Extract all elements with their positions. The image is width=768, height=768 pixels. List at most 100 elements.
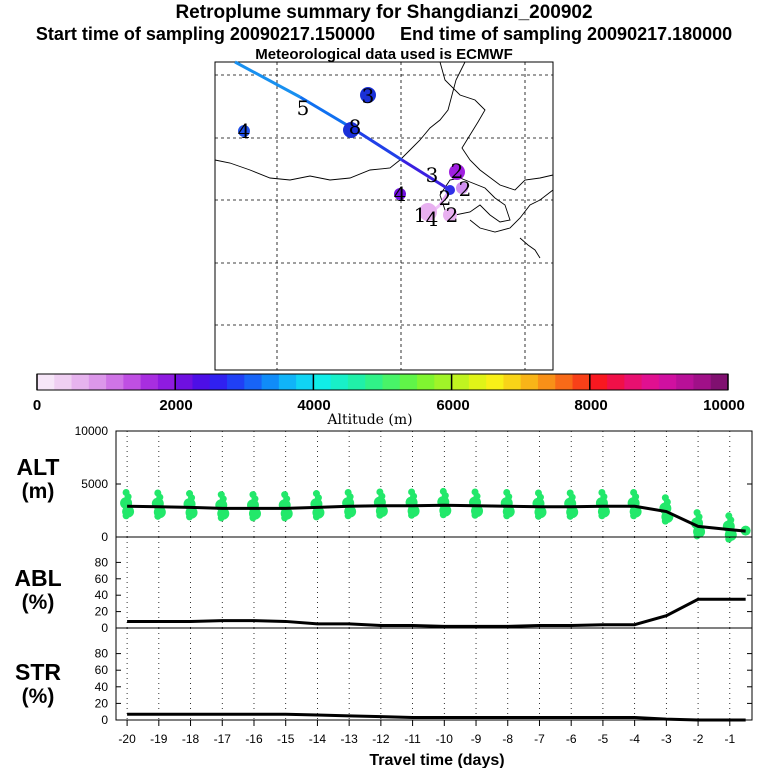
map-label: 2 xyxy=(459,177,472,201)
x-tick-label: -18 xyxy=(182,732,200,746)
x-tick-label: -3 xyxy=(661,732,672,746)
colorbar-swatch xyxy=(330,374,349,390)
colorbar-swatch xyxy=(451,374,470,390)
x-tick-label: -12 xyxy=(372,732,390,746)
colorbar-tick: 10000 xyxy=(703,397,745,414)
met-data-label: Meteorological data used is ECMWF xyxy=(255,46,513,63)
x-tick-label: -10 xyxy=(436,732,454,746)
x-tick-label: -6 xyxy=(566,732,577,746)
y-tick-label: 40 xyxy=(95,588,109,602)
x-tick-label: -8 xyxy=(502,732,513,746)
colorbar-swatch xyxy=(54,374,73,390)
colorbar-swatch xyxy=(192,374,211,390)
panel-frame xyxy=(115,536,753,629)
map-label: 4 xyxy=(394,182,407,206)
cluster-marker xyxy=(419,203,437,221)
plume-dot xyxy=(693,509,701,517)
plume-dot xyxy=(312,490,320,498)
y-tick-label: 60 xyxy=(95,572,109,586)
colorbar-swatch xyxy=(227,374,245,390)
colorbar-tick: 4000 xyxy=(297,397,330,414)
x-tick-label: -2 xyxy=(693,732,704,746)
x-tick-label: -15 xyxy=(277,732,295,746)
plume-dot xyxy=(217,491,225,499)
map-number-labels: 4 5 3 8 3 2 2 4 1 4 2 2 xyxy=(238,84,472,231)
plume-dot xyxy=(376,488,384,496)
colorbar-swatch xyxy=(175,374,193,390)
colorbar-swatch xyxy=(313,374,332,390)
y-tick-label: 20 xyxy=(95,605,109,619)
y-tick-label: 0 xyxy=(101,621,108,635)
plume-dot xyxy=(630,488,638,496)
x-tick-label: -17 xyxy=(214,732,232,746)
colorbar-swatch xyxy=(641,374,660,390)
colorbar-swatch xyxy=(157,374,176,390)
panel-ylabel: ABL xyxy=(14,565,61,591)
x-tick-label: -11 xyxy=(404,732,421,746)
colorbar-swatch xyxy=(140,374,159,390)
colorbar-swatch xyxy=(365,374,383,390)
cluster-marker xyxy=(394,188,406,200)
cluster-marker xyxy=(456,182,468,194)
colorbar-swatch xyxy=(296,374,314,390)
colorbar-swatch xyxy=(347,374,366,390)
colorbar-swatch xyxy=(106,374,124,390)
colorbar-swatch xyxy=(417,374,435,390)
map-gridlines xyxy=(215,62,553,370)
cluster-marker xyxy=(445,185,455,195)
colorbar-swatch xyxy=(572,374,591,390)
panel-ylabel-unit: (m) xyxy=(22,480,55,503)
cluster-marker xyxy=(360,87,376,103)
plume-dot xyxy=(503,488,511,496)
plume-trajectory xyxy=(234,60,452,217)
colorbar-swatch xyxy=(123,374,142,390)
plume-dot xyxy=(344,488,352,496)
colorbar-label: Altitude (m) xyxy=(326,412,412,428)
colorbar-tick: 8000 xyxy=(574,397,607,414)
y-tick-label: 0 xyxy=(101,530,108,544)
colorbar-swatch xyxy=(88,374,107,390)
x-tick-label: -14 xyxy=(309,732,327,746)
map-label: 2 xyxy=(451,159,464,183)
cluster-marker xyxy=(238,125,250,137)
panel-frame xyxy=(115,430,753,538)
cluster-marker xyxy=(449,164,465,180)
panel-ylabel: ALT xyxy=(16,454,59,480)
plume-dot xyxy=(534,489,542,497)
x-tick-label: -1 xyxy=(724,732,735,746)
colorbar-swatch xyxy=(537,374,556,390)
y-tick-label: 80 xyxy=(95,555,109,569)
colorbar-swatch xyxy=(244,374,263,390)
median-line xyxy=(127,712,746,722)
colorbar-swatch xyxy=(589,374,608,390)
x-axis-label: Travel time (days) xyxy=(369,752,504,768)
colorbar-swatch xyxy=(607,374,625,390)
colorbar-swatch xyxy=(555,374,574,390)
cluster-marker xyxy=(343,122,359,138)
x-tick-label: -19 xyxy=(150,732,168,746)
colorbar-swatch xyxy=(520,374,539,390)
y-tick-label: 80 xyxy=(95,647,109,661)
y-tick-label: 40 xyxy=(95,680,109,694)
median-line xyxy=(127,503,746,533)
plume-dot xyxy=(186,490,194,498)
x-tick-label: -5 xyxy=(598,732,609,746)
plume-dot xyxy=(281,491,289,499)
plume-cluster-markers xyxy=(238,87,468,222)
colorbar-swatch xyxy=(71,374,90,390)
colorbar-swatch xyxy=(399,374,418,390)
map-label: 4 xyxy=(238,119,251,143)
plume-dot xyxy=(249,491,257,499)
x-tick-label: -9 xyxy=(471,732,482,746)
plume-dot xyxy=(154,489,162,497)
x-tick-label: -4 xyxy=(629,732,640,746)
x-tick-label: -13 xyxy=(340,732,358,746)
map-label: 2 xyxy=(439,186,452,210)
colorbar-tick: 2000 xyxy=(159,397,192,414)
median-line xyxy=(127,597,746,628)
map-label: 3 xyxy=(362,84,375,108)
colorbar-swatch xyxy=(209,374,228,390)
colorbar-swatch xyxy=(261,374,280,390)
map-label: 2 xyxy=(446,203,459,227)
